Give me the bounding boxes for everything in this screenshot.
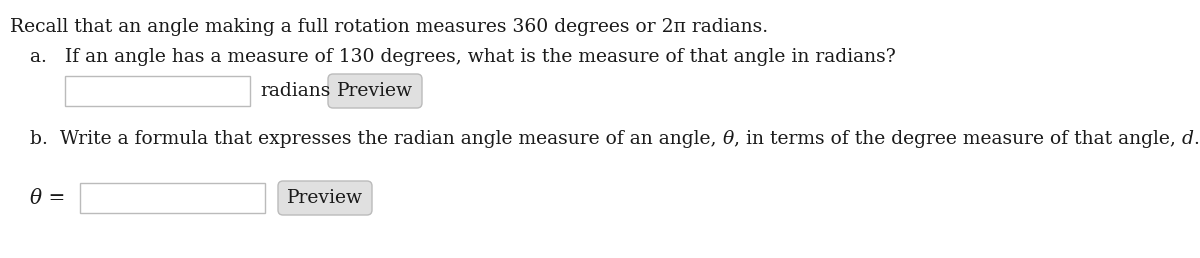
Text: , in terms of the degree measure of that angle,: , in terms of the degree measure of that… bbox=[733, 130, 1182, 148]
FancyBboxPatch shape bbox=[328, 74, 422, 108]
Text: b.  Write a formula that expresses the radian angle measure of an angle,: b. Write a formula that expresses the ra… bbox=[30, 130, 722, 148]
Text: d: d bbox=[1182, 130, 1194, 148]
Text: θ =: θ = bbox=[30, 189, 65, 207]
Text: .: . bbox=[1194, 130, 1200, 148]
Text: Preview: Preview bbox=[287, 189, 364, 207]
Text: Recall that an angle making a full rotation measures 360 degrees or 2π radians.: Recall that an angle making a full rotat… bbox=[10, 18, 768, 36]
Text: θ: θ bbox=[722, 130, 733, 148]
FancyBboxPatch shape bbox=[65, 76, 250, 106]
FancyBboxPatch shape bbox=[80, 183, 265, 213]
Text: radians: radians bbox=[260, 82, 330, 100]
FancyBboxPatch shape bbox=[278, 181, 372, 215]
Text: a.   If an angle has a measure of 130 degrees, what is the measure of that angle: a. If an angle has a measure of 130 degr… bbox=[30, 48, 895, 66]
Text: Preview: Preview bbox=[337, 82, 413, 100]
